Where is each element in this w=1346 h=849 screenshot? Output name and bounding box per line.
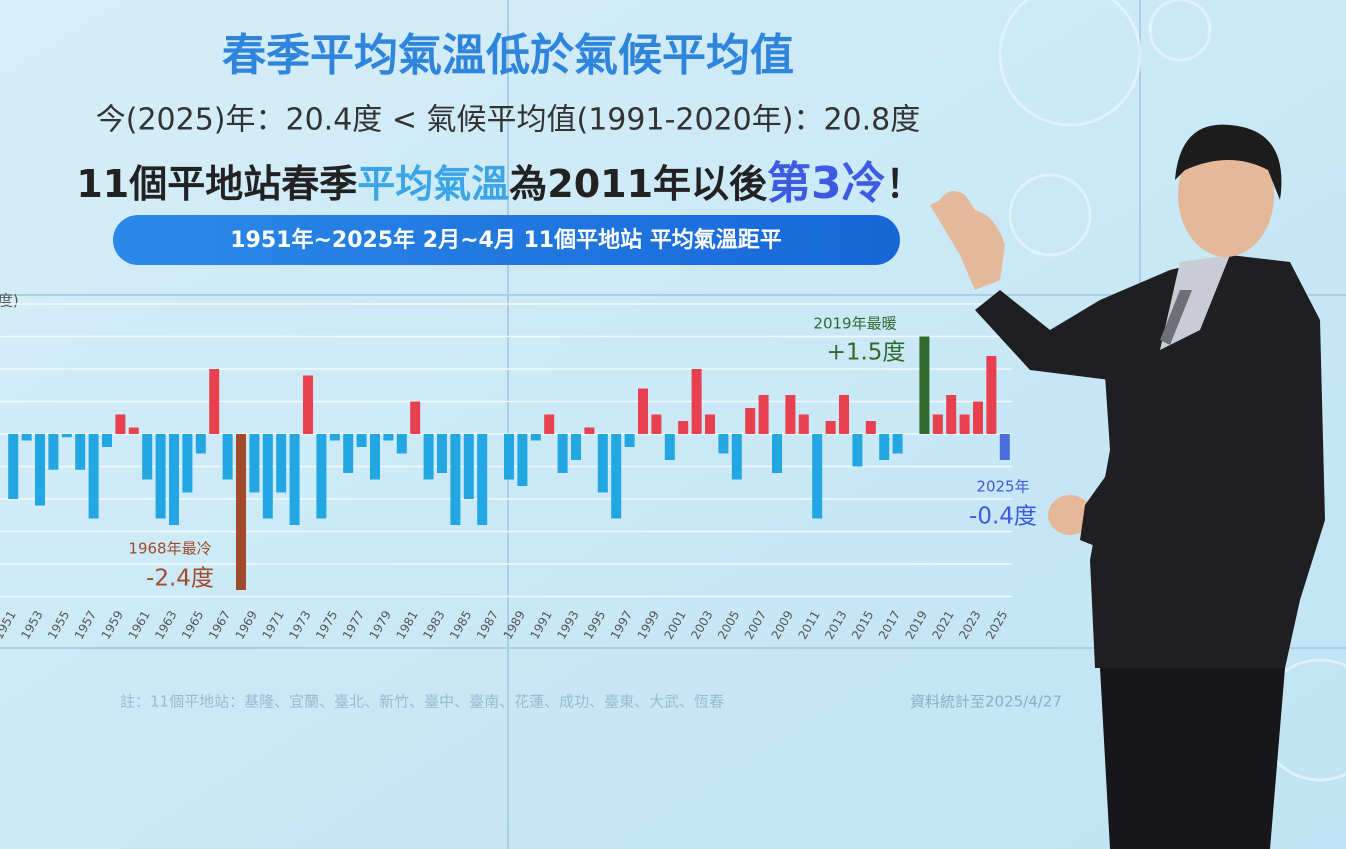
subtitle: 今(2025)年：20.4度 < 氣候平均值(1991-2020年)：20.8度 <box>96 103 921 138</box>
bar <box>169 434 179 525</box>
bar <box>919 336 930 434</box>
bar <box>571 434 581 460</box>
bar <box>236 434 246 590</box>
bar <box>48 434 59 470</box>
bar <box>437 434 447 473</box>
bar <box>8 434 19 499</box>
bar <box>932 414 943 434</box>
bar <box>852 434 863 467</box>
headline-part: ！ <box>886 162 924 206</box>
bar <box>343 434 354 473</box>
bar <box>865 421 876 434</box>
bar <box>892 434 903 454</box>
y-axis-label: (度) <box>0 292 19 310</box>
bar <box>115 414 126 434</box>
bar <box>209 369 220 434</box>
bar <box>477 434 488 525</box>
bar <box>517 434 528 486</box>
headline-part: 11個平地站春季 <box>76 162 357 206</box>
bar <box>262 434 273 519</box>
bar <box>504 434 514 480</box>
bar <box>597 434 608 493</box>
headline: 11個平地站春季平均氣溫為2011年以後第3冷！ <box>76 158 923 209</box>
headline-part: 第3冷 <box>767 158 886 209</box>
bar <box>450 434 461 525</box>
bar <box>410 401 421 434</box>
bar <box>75 434 86 470</box>
bar <box>691 369 702 434</box>
presenter <box>930 124 1325 849</box>
annotation-value: +1.5度 <box>827 340 906 366</box>
bar <box>142 434 153 480</box>
bar <box>249 434 260 493</box>
bar <box>289 434 300 525</box>
bar <box>61 434 72 438</box>
bar <box>986 356 997 434</box>
bar <box>155 434 166 519</box>
banner-pill <box>113 215 900 265</box>
annotation-text: 1968年最冷 <box>128 540 211 558</box>
bar <box>557 434 568 473</box>
bar <box>102 434 112 447</box>
bar <box>785 395 796 434</box>
bar <box>638 388 648 434</box>
title: 春季平均氣溫低於氣候平均值 <box>222 30 794 81</box>
note: 註：11個平地站：基隆、宜蘭、臺北、新竹、臺中、臺南、花蓮、成功、臺東、大武、恆… <box>120 693 724 711</box>
bar <box>356 434 367 447</box>
bar <box>584 427 595 434</box>
bar <box>182 434 193 493</box>
bar <box>664 434 675 460</box>
bar <box>839 395 849 434</box>
bar <box>396 434 407 454</box>
banner: 1951年~2025年 2月~4月 11個平地站 平均氣溫距平 <box>230 227 782 253</box>
bar <box>772 434 782 473</box>
bar <box>999 434 1010 460</box>
annotation-text: 2019年最暖 <box>813 315 896 333</box>
bar <box>370 434 380 480</box>
bar <box>758 395 769 434</box>
bar <box>731 434 742 480</box>
headline-part: 為2011年以後 <box>509 162 768 206</box>
bar <box>329 434 340 441</box>
bar <box>879 434 890 460</box>
bar <box>276 434 287 493</box>
bar <box>35 434 45 506</box>
source: 資料統計至2025/4/27 <box>910 693 1062 711</box>
bar <box>678 421 689 434</box>
annotation-value: -2.4度 <box>146 566 214 592</box>
bar <box>128 427 139 434</box>
bar <box>959 414 970 434</box>
bar <box>745 408 756 434</box>
bar <box>973 401 983 434</box>
bar <box>222 434 233 480</box>
bar <box>718 434 729 454</box>
bar <box>825 421 836 434</box>
bar <box>946 395 957 434</box>
bar <box>624 434 635 447</box>
bar <box>651 414 662 434</box>
bar <box>303 375 313 434</box>
bar <box>798 414 809 434</box>
bar <box>611 434 622 519</box>
bar <box>463 434 474 499</box>
bar <box>316 434 327 519</box>
bar <box>530 434 541 441</box>
annotation-text: 2025年 <box>976 478 1029 496</box>
bar <box>21 434 32 441</box>
bar <box>195 434 206 454</box>
bar <box>383 434 394 441</box>
bar <box>88 434 99 519</box>
bar <box>423 434 434 480</box>
bar <box>812 434 823 519</box>
bar <box>705 414 715 434</box>
headline-part: 平均氣溫 <box>357 162 509 206</box>
bar <box>544 414 555 434</box>
annotation-value: -0.4度 <box>969 504 1037 530</box>
